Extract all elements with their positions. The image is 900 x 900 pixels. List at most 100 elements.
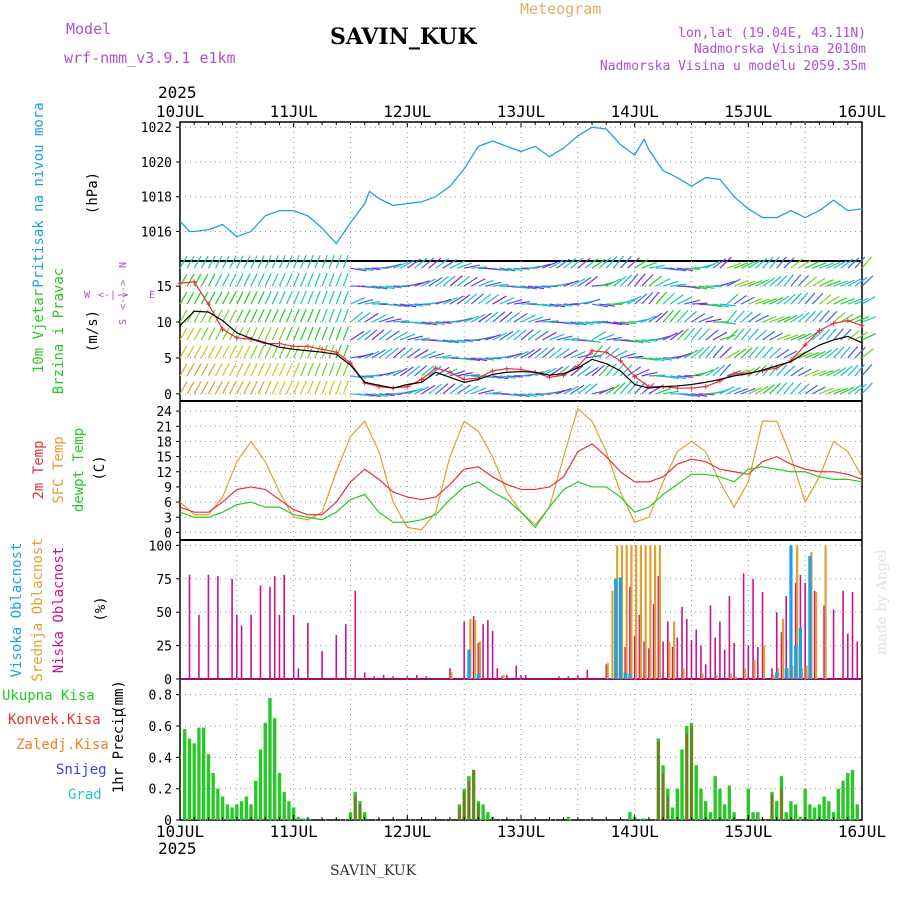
wind-arrow — [634, 293, 648, 305]
wind-arrow — [811, 329, 825, 341]
wind-arrow — [797, 311, 810, 323]
wind-arrow — [293, 380, 300, 395]
precip-bars — [180, 697, 862, 821]
wind-arrow — [684, 349, 699, 359]
wind-arrow — [840, 313, 854, 323]
pressure-unit: (hPa) — [85, 172, 101, 214]
wind-arrow — [620, 274, 633, 287]
wind-arrow — [229, 381, 237, 395]
bottom-year: 2025 — [158, 839, 197, 858]
precip-conv-bar — [666, 796, 670, 820]
wind-arrow — [471, 266, 488, 269]
wind-arrow — [748, 387, 763, 395]
wind-arrow — [840, 298, 855, 305]
wind-arrow — [733, 348, 747, 359]
wind-arrow — [804, 292, 816, 305]
wind-arrow — [385, 303, 402, 307]
wind-arrow — [669, 294, 684, 305]
wind-arrow — [598, 281, 615, 287]
wind-arrow — [811, 310, 823, 323]
wind-arrow — [328, 380, 335, 395]
wind-arrow — [655, 310, 669, 323]
wind-arrow — [776, 382, 788, 395]
wind-arrow — [456, 294, 471, 305]
wind-arrow — [684, 285, 701, 289]
wind-arrow — [371, 349, 386, 359]
wind-arrow — [335, 290, 342, 305]
wind-arrow — [670, 375, 687, 380]
wind-arrow — [847, 364, 859, 377]
wind-arrow — [414, 365, 428, 377]
wind-arrow — [271, 291, 279, 305]
wind-arrow — [712, 303, 729, 308]
y-tick-label: 21 — [156, 420, 172, 435]
wind-arrow — [847, 298, 863, 305]
wind-arrow — [854, 316, 870, 323]
wind-arrow — [335, 272, 342, 287]
wind-arrow — [193, 327, 202, 341]
wind-arrow — [535, 303, 552, 307]
wind-arrow — [556, 258, 571, 269]
wind-arrow — [207, 291, 216, 305]
wind-arrow — [471, 387, 487, 395]
wind-arrow — [407, 335, 423, 341]
wind-arrow — [428, 321, 445, 325]
wind-arrow — [811, 386, 826, 395]
precip-total-bar — [197, 727, 201, 820]
wind-arrow — [307, 290, 314, 305]
bottom-date-label: 11JUL — [270, 822, 318, 841]
wind-arrow — [748, 280, 763, 287]
wind-arrow — [286, 344, 293, 359]
wind-arrow — [556, 282, 573, 287]
wind-arrow — [861, 256, 873, 269]
wind-arrow — [606, 336, 623, 341]
top-date-label: 14JUL — [611, 102, 659, 121]
wind-arrow — [406, 258, 421, 269]
wind-arrow — [542, 320, 559, 323]
wind-arrow — [236, 255, 244, 269]
watermark: made by Angel — [874, 549, 890, 655]
precip-total-bar — [258, 749, 263, 820]
wind-arrow — [719, 321, 736, 325]
wind-arrow — [641, 371, 658, 377]
wind-arrow — [620, 381, 632, 395]
wind-arrow — [520, 285, 537, 290]
wind-arrow — [193, 381, 202, 395]
wind-arrow — [861, 348, 875, 359]
wind-arrow — [861, 316, 877, 323]
wind-arrow — [470, 278, 486, 287]
wind-arrow — [407, 282, 424, 287]
wind-arrow — [584, 298, 601, 305]
wind-arrow — [712, 388, 729, 395]
wind-arrow — [264, 344, 272, 359]
wind-arrow — [719, 303, 736, 307]
wind-arrow — [605, 363, 618, 377]
precip-conv-bar — [458, 807, 461, 820]
precip-conv-bar — [661, 773, 665, 820]
wind-arrow — [321, 254, 328, 269]
wind-arrow — [698, 315, 714, 323]
wind-arrow — [342, 326, 349, 341]
wind-arrow — [655, 277, 671, 287]
wind-arrow — [826, 347, 839, 359]
wind-arrow — [542, 261, 558, 269]
wind-arrow — [271, 309, 279, 323]
wind-arrow — [662, 309, 675, 323]
wind-arrow — [790, 292, 802, 305]
compass-w: W — [84, 290, 91, 301]
wind-arrow — [421, 350, 437, 359]
wind-arrow — [677, 352, 693, 359]
wind-arrow — [456, 372, 473, 377]
wind-arrow — [598, 256, 612, 269]
precip-total-bar — [855, 804, 859, 820]
wind-arrow — [627, 295, 642, 305]
wind-ylabel: 10m Vjetar — [31, 289, 47, 373]
wind-arrow — [648, 291, 660, 305]
wind-arrow — [847, 385, 861, 395]
precip-total-bar — [775, 801, 779, 820]
low-cloud-ylabel: Niska Oblacnost — [51, 547, 67, 673]
wind-arrow — [442, 259, 457, 269]
wind-arrow — [705, 303, 722, 308]
wind-arrow — [776, 364, 788, 377]
